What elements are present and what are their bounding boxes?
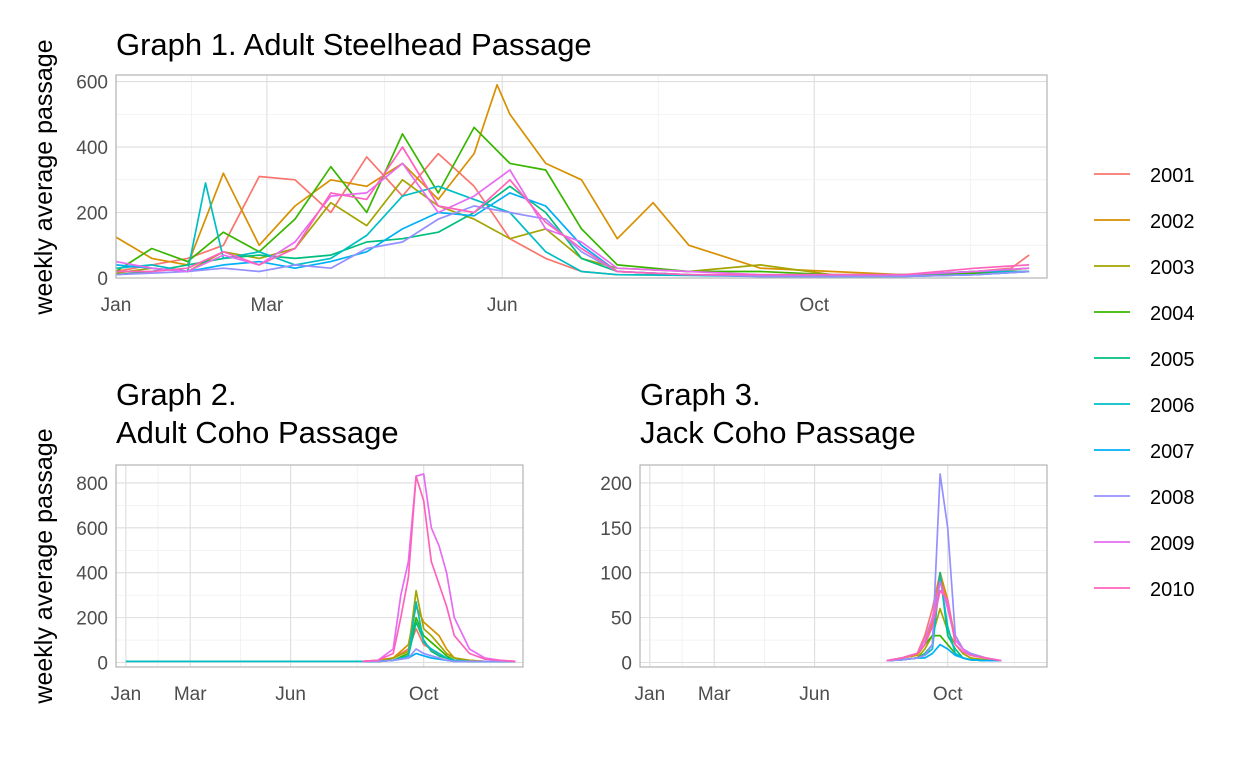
graph-2-title-line-2: Adult Coho Passage	[116, 415, 399, 450]
graph-2-gridlines	[116, 465, 523, 667]
legend-label-2010: 2010	[1150, 579, 1195, 601]
graph-1-series-lines	[115, 83, 1030, 278]
legend-label-2004: 2004	[1150, 303, 1195, 325]
y-tick-label: 0	[97, 269, 108, 290]
series-line-2006	[125, 601, 516, 663]
series-line-2008	[115, 205, 1030, 278]
graph-1: Graph 1. Adult Steelhead Passage weekly …	[30, 27, 1048, 316]
graph-3-series-lines	[886, 473, 1002, 662]
y-tick-label: 0	[621, 654, 632, 675]
graph-3-gridlines	[640, 465, 1047, 667]
series-line-2009	[362, 473, 516, 663]
graph-1-panel-border	[115, 74, 1048, 279]
y-tick-label: 200	[600, 474, 632, 495]
series-line-2003	[362, 589, 516, 663]
legend-label-2005: 2005	[1150, 349, 1195, 371]
series-line-2003	[115, 178, 1030, 276]
y-tick-label: 400	[76, 564, 108, 585]
graph-3-title-line-2: Jack Coho Passage	[640, 415, 916, 450]
series-line-2002	[115, 83, 1030, 276]
x-tick-label: Jan	[101, 295, 132, 316]
x-tick-label: Oct	[933, 684, 963, 705]
graph-2-y-axis-label: weekly average passage	[30, 428, 58, 704]
legend: 2001 2002 2003 2004 2005 2006 2007 2008 2009 2010	[1094, 165, 1195, 601]
graph-3-y-ticks: 0 50 100 150 200	[600, 474, 632, 675]
x-tick-label: Mar	[251, 295, 284, 316]
legend-label-2008: 2008	[1150, 487, 1195, 509]
legend-label-2006: 2006	[1150, 395, 1195, 417]
legend-label-2003: 2003	[1150, 257, 1195, 279]
x-tick-label: Jun	[487, 295, 518, 316]
series-line-2010	[116, 146, 1030, 276]
series-line-2008	[886, 473, 1002, 662]
y-tick-label: 0	[97, 654, 108, 675]
graph-1-y-ticks: 0 200 400 600	[76, 73, 108, 290]
graph-3-x-ticks: Jan Mar Jun Oct	[635, 684, 964, 705]
graph-2-y-ticks: 0 200 400 600 800	[76, 474, 108, 675]
y-tick-label: 400	[76, 138, 108, 159]
series-line-2010	[362, 475, 516, 663]
graph-2-series-lines	[125, 473, 516, 663]
graph-2-panel-border	[115, 464, 524, 668]
y-tick-label: 200	[76, 204, 108, 225]
x-tick-label: Mar	[698, 684, 731, 705]
series-line-2010	[886, 589, 1002, 662]
y-tick-label: 800	[76, 474, 108, 495]
legend-label-2002: 2002	[1150, 211, 1195, 233]
x-tick-label: Jan	[111, 684, 142, 705]
y-tick-label: 600	[76, 519, 108, 540]
graph-3-panel-border	[639, 464, 1048, 668]
graph-2: Graph 2. Adult Coho Passage weekly avera…	[30, 377, 524, 705]
graph-3: Graph 3. Jack Coho Passage 050100150200 …	[600, 377, 1048, 705]
legend-label-2009: 2009	[1150, 533, 1195, 555]
x-tick-label: Jun	[275, 684, 306, 705]
y-tick-label: 600	[76, 73, 108, 94]
series-line-2004	[115, 126, 1030, 276]
y-tick-label: 200	[76, 609, 108, 630]
graph-2-title-line-1: Graph 2.	[116, 377, 237, 412]
graph-1-title: Graph 1. Adult Steelhead Passage	[116, 27, 592, 62]
x-tick-label: Oct	[409, 684, 439, 705]
legend-label-2001: 2001	[1150, 165, 1195, 187]
x-tick-label: Oct	[799, 295, 829, 316]
graph-2-x-ticks: Jan Mar Jun Oct	[111, 684, 440, 705]
graph-1-y-axis-label: weekly average passage	[30, 39, 58, 315]
graph-1-x-ticks: Jan Mar Jun Oct	[101, 295, 830, 316]
legend-label-2007: 2007	[1150, 441, 1195, 463]
graph-3-title-line-1: Graph 3.	[640, 377, 761, 412]
y-tick-label: 150	[600, 519, 632, 540]
x-tick-label: Jan	[635, 684, 666, 705]
x-tick-label: Jun	[799, 684, 830, 705]
y-tick-label: 100	[600, 564, 632, 585]
series-line-2008	[362, 648, 516, 663]
series-line-2003	[886, 607, 1002, 662]
y-tick-label: 50	[611, 609, 632, 630]
x-tick-label: Mar	[174, 684, 207, 705]
